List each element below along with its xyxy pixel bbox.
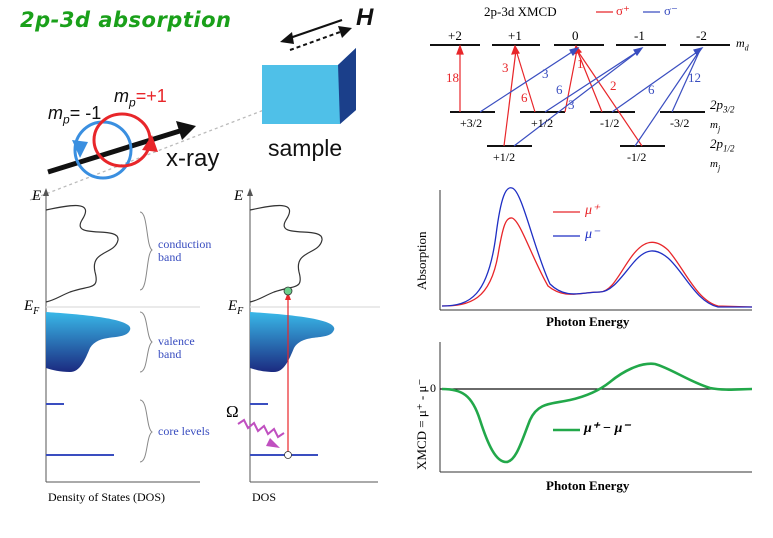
red-transition [564,49,578,113]
core-hole [284,451,292,459]
blue-transition [513,49,641,147]
sample-block-face [262,65,340,124]
excited-electron [283,286,293,296]
red-transition [576,49,603,113]
sample-label: sample [268,135,343,161]
red-polarization-arrowhead [142,135,158,152]
xmcd-curve [441,362,753,464]
left-e-label: E [32,188,42,204]
mp-plus-label: mp=+1 [114,86,167,110]
md-label-+2: +2 [448,28,462,43]
right-ef-label: EF [228,298,244,317]
excitation-arrowhead [285,292,291,300]
md-label--2: -2 [696,28,707,43]
valence-band-label: valence band [158,334,195,361]
mp-minus-label: mp= -1 [48,103,102,127]
left-conduction-dos [45,204,119,303]
blue-transition [611,49,701,113]
p32-label--1/2: -1/2 [600,116,620,130]
h-field-label: H [356,4,374,31]
left-dos-xlabel: Density of States (DOS) [48,490,165,504]
red-weight-3: 3 [502,60,509,75]
photon-arrowhead [266,438,280,448]
h-field-arrow-dashed [289,31,341,51]
conduction-brace [139,211,153,291]
right-e-axis-arrow [247,188,253,196]
xmcd-legend: μ⁺ − μ⁻ [584,421,630,436]
red-weight-1: 1 [577,56,584,71]
xray-arrow-shaft [47,127,184,175]
core-brace [139,399,153,463]
red-arrowhead [456,44,464,55]
core-levels-label: core levels [158,424,210,438]
md-label-0: 0 [572,28,579,43]
mu-minus-curve [441,187,752,308]
red-transition [576,49,643,147]
blue-weight-3b: 3 [568,97,575,112]
conduction-band-label: conduction band [158,237,212,264]
xray-arrow-head [176,121,196,140]
md-label-+1: +1 [508,28,522,43]
p32-label--3/2: -3/2 [670,116,690,130]
legend-sigma-minus: σ⁻ [664,3,678,18]
left-valence-dos [46,312,131,372]
blue-weight-6b: 6 [648,82,655,97]
blue-transition [634,49,701,147]
blue-transition [544,49,641,113]
mu-plus-legend: μ⁺ [585,203,600,218]
absorption-xlabel: Photon Energy [546,314,630,329]
blue-transitions [479,47,704,147]
valence-brace [139,311,153,373]
photon-wiggle [237,418,285,439]
omega-label: Ω [226,402,239,421]
p32-term-label: 2p3/2 mj [710,97,735,134]
p32-label-+1/2: +1/2 [531,116,554,130]
p12-label--1/2: -1/2 [627,150,647,164]
xmcd-zero-label: 0 [430,381,436,395]
red-transition [515,49,536,113]
blue-transition [479,49,576,113]
md-label--1: -1 [634,28,645,43]
legend-sigma-plus: σ⁺ [616,3,630,18]
right-e-label: E [234,188,244,204]
sample-block-edge [338,48,356,124]
blue-weight-12: 12 [688,70,701,85]
blue-weight-6a: 6 [556,82,563,97]
h-field-arrow-solid [283,18,343,42]
red-transition [503,49,517,147]
h-arrow-head-left [280,32,294,44]
mu-minus-legend: μ⁻ [585,227,600,242]
left-ef-label: EF [24,298,40,317]
xmcd-ylabel: XMCD = μ⁺ - μ⁻ [414,378,429,470]
right-valence-dos [250,312,335,372]
red-weight-6: 6 [521,90,528,105]
left-e-axis-arrow [43,188,49,196]
beam-dashed-line [29,99,291,201]
right-conduction-dos [249,204,323,303]
md-axis-label: md [736,36,749,53]
blue-arrowhead [569,47,580,57]
xmcd-xlabel: Photon Energy [546,478,630,493]
h-arrow-head-right [338,26,352,38]
blue-weight-3a: 3 [542,66,549,81]
blue-transition [671,49,701,113]
level-diagram-title: 2p-3d XMCD [484,4,557,19]
p32-label-+3/2: +3/2 [460,116,483,130]
x-ray-label: x-ray [166,145,220,172]
p12-term-label: 2p1/2 mj [710,136,735,173]
p12-label-+1/2: +1/2 [493,150,516,164]
blue-polarization-arrowhead [72,140,88,158]
page-title: 2p-3d absorption [20,8,232,32]
red-weight-2: 2 [610,78,617,93]
red-weight-18: 18 [446,70,459,85]
right-dos-xlabel: DOS [252,490,277,504]
